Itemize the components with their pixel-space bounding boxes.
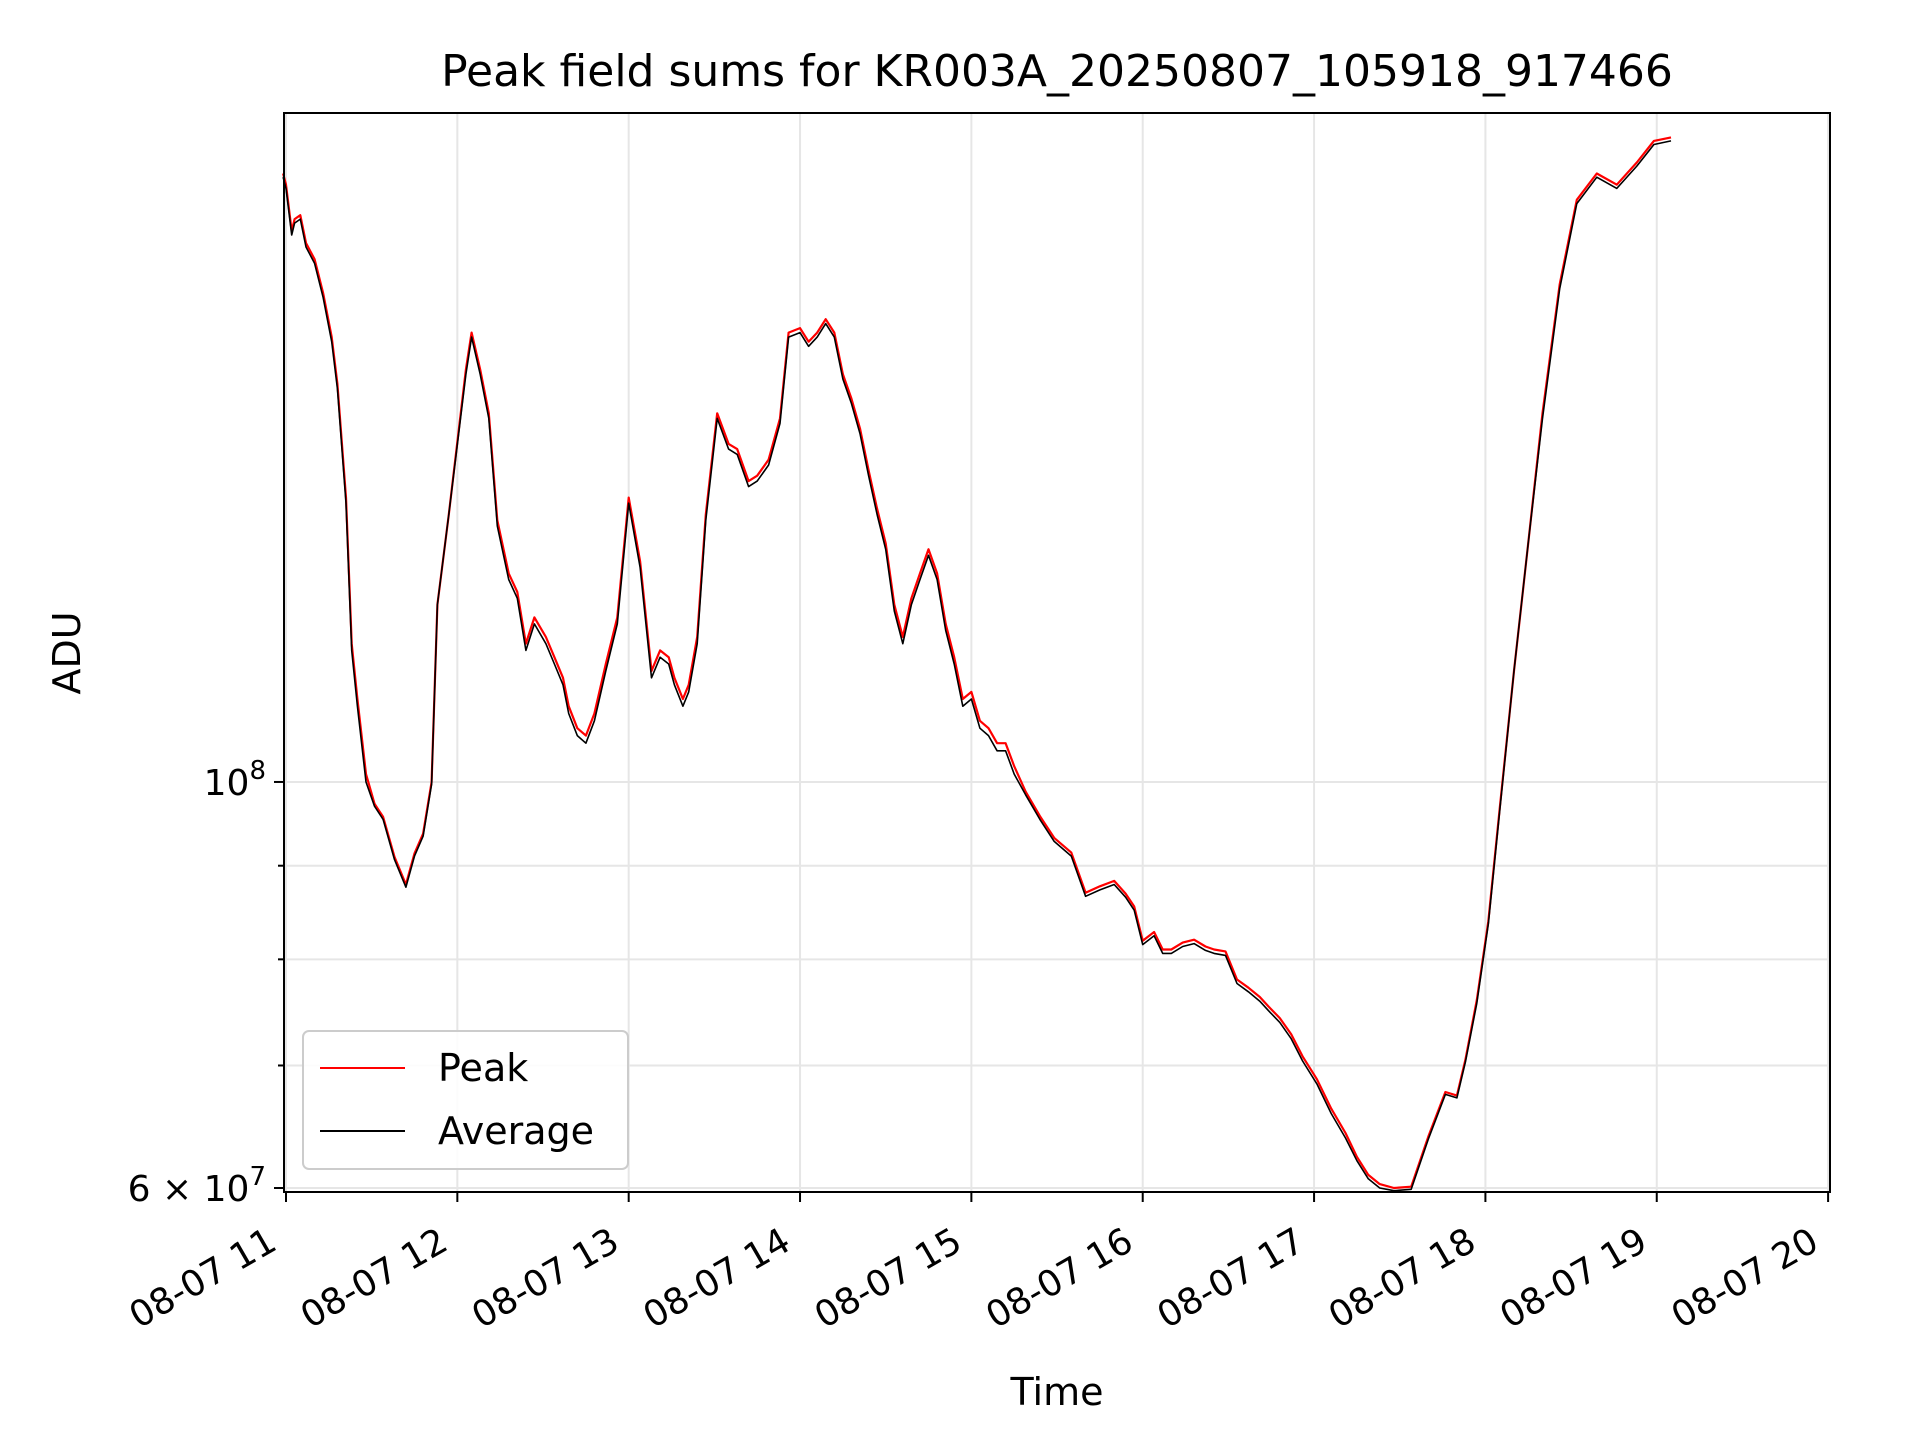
x-axis-label: Time bbox=[1010, 1370, 1104, 1414]
chart-title: Peak field sums for KR003A_20250807_1059… bbox=[441, 46, 1673, 97]
legend: Peak Average bbox=[302, 1030, 629, 1170]
y-axis-label: ADU bbox=[45, 611, 89, 694]
x-tick-label: 08-07 19 bbox=[1493, 1220, 1654, 1336]
x-tick-label: 08-07 14 bbox=[637, 1220, 798, 1336]
x-tick-label: 08-07 17 bbox=[1151, 1220, 1312, 1336]
y-tick-label: 6 × 107 bbox=[128, 1162, 266, 1210]
series-line-average bbox=[282, 140, 1672, 1192]
series-layer bbox=[282, 136, 1672, 1192]
legend-label-average: Average bbox=[438, 1109, 594, 1153]
x-tick-label: 08-07 13 bbox=[465, 1220, 626, 1336]
x-tick-label: 08-07 12 bbox=[294, 1220, 455, 1336]
x-tick-label: 08-07 20 bbox=[1665, 1220, 1826, 1336]
legend-label-peak: Peak bbox=[438, 1046, 528, 1090]
x-tick-label: 08-07 18 bbox=[1322, 1220, 1483, 1336]
x-tick-label: 08-07 15 bbox=[808, 1220, 969, 1336]
x-tick-label: 08-07 16 bbox=[979, 1220, 1140, 1336]
x-tick-label: 08-07 11 bbox=[123, 1220, 284, 1336]
legend-box bbox=[302, 1030, 629, 1170]
plot-frame bbox=[283, 112, 1831, 1193]
y-tick-label: 108 bbox=[204, 756, 266, 804]
